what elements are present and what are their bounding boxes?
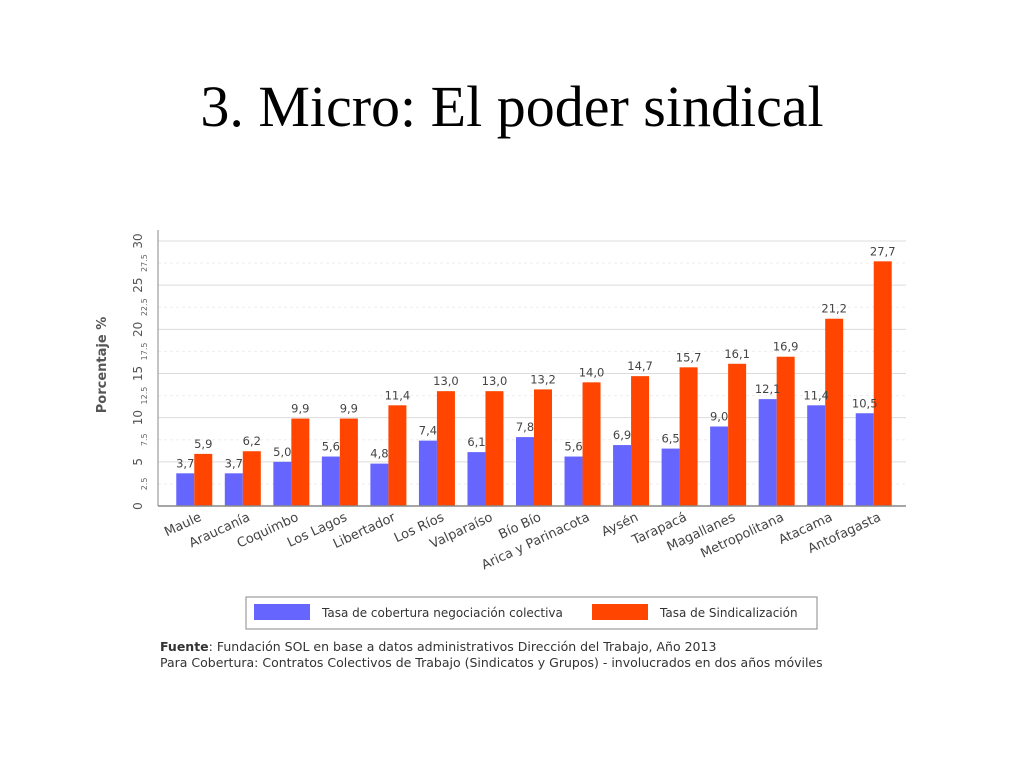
- y-tick-label: 0: [131, 502, 145, 510]
- bar-coverage: [710, 426, 729, 506]
- bar-coverage: [418, 440, 437, 506]
- y-tick-label: 10: [131, 410, 145, 425]
- bar-coverage: [661, 448, 680, 506]
- bar-unionization: [728, 363, 747, 506]
- bar-coverage: [224, 473, 243, 506]
- data-label-unionization: 13,0: [482, 374, 508, 388]
- legend: Tasa de cobertura negociación colectiva …: [245, 596, 818, 630]
- bar-coverage: [321, 456, 340, 506]
- data-label-coverage: 10,5: [852, 396, 878, 410]
- data-label-unionization: 16,1: [724, 347, 750, 361]
- data-label-coverage: 6,5: [661, 432, 679, 446]
- data-label-coverage: 5,0: [273, 445, 291, 459]
- bar-coverage: [516, 437, 534, 506]
- x-category-label: Metropolitana: [698, 510, 786, 562]
- bar-unionization: [631, 376, 650, 506]
- bar-coverage: [855, 413, 874, 506]
- data-label-unionization: 11,4: [385, 388, 411, 402]
- y-axis-title: Porcentaje %: [95, 317, 110, 413]
- data-label-unionization: 16,9: [773, 340, 799, 354]
- data-label-coverage: 5,6: [322, 440, 340, 454]
- data-label-coverage: 12,1: [755, 382, 781, 396]
- bar-unionization: [534, 389, 552, 506]
- y-tick-label: 30: [131, 233, 145, 248]
- legend-swatch-unionization: [592, 604, 648, 620]
- bar-unionization: [194, 453, 213, 506]
- y-minor-tick-label: 27.5: [140, 254, 149, 272]
- data-label-unionization: 9,9: [340, 402, 358, 416]
- y-minor-tick-label: 22.5: [140, 298, 149, 316]
- data-label-unionization: 13,0: [433, 374, 459, 388]
- y-minor-tick-label: 17.5: [140, 343, 149, 361]
- bar-unionization: [825, 318, 844, 506]
- bar-coverage: [467, 452, 486, 506]
- bar-unionization: [339, 418, 358, 506]
- y-tick-label: 15: [131, 366, 145, 381]
- source-line: Fuente: Fundación SOL en base a datos ad…: [160, 639, 823, 655]
- bar-unionization: [242, 451, 261, 506]
- source-note: Fuente: Fundación SOL en base a datos ad…: [160, 639, 823, 671]
- bar-unionization: [388, 405, 407, 506]
- bar-coverage: [758, 399, 777, 506]
- y-tick-label: 20: [131, 322, 145, 337]
- bar-coverage: [370, 463, 389, 506]
- source-text: : Fundación SOL en base a datos administ…: [208, 639, 717, 654]
- y-minor-tick-label: 7.5: [140, 433, 149, 446]
- y-minor-tick-label: 2.5: [140, 478, 149, 491]
- data-label-coverage: 6,9: [613, 428, 631, 442]
- y-minor-tick-label: 12.5: [140, 387, 149, 405]
- data-label-coverage: 7,8: [516, 420, 534, 434]
- bar-coverage: [176, 473, 195, 506]
- source-coverage-note: Para Cobertura: Contratos Colectivos de …: [160, 655, 823, 670]
- bar-coverage: [807, 405, 826, 506]
- slide-title: 3. Micro: El poder sindical: [200, 74, 824, 139]
- data-label-coverage: 6,1: [467, 435, 485, 449]
- data-label-unionization: 6,2: [243, 434, 261, 448]
- data-label-coverage: 7,4: [419, 424, 437, 438]
- legend-box: [245, 596, 818, 630]
- y-axis-ticks: 0 5 10 15 20 25 30 2.5 7.5 12.5 17.5 22.5 27.5: [131, 233, 149, 509]
- legend-label-coverage: Tasa de cobertura negociación colectiva: [321, 606, 563, 620]
- bar-unionization: [582, 382, 601, 506]
- data-label-coverage: 4,8: [370, 447, 388, 461]
- bar-unionization: [436, 391, 455, 506]
- data-label-unionization: 13,2: [530, 372, 556, 386]
- data-label-unionization: 15,7: [676, 350, 702, 364]
- data-label-coverage: 5,6: [564, 440, 582, 454]
- source-label: Fuente: [160, 639, 209, 654]
- bar-coverage: [564, 456, 583, 506]
- data-label-coverage: 11,4: [803, 388, 829, 402]
- bar-coverage: [273, 461, 292, 506]
- bar-unionization: [776, 356, 795, 506]
- bar-coverage: [613, 445, 632, 506]
- bar-unionization: [291, 418, 310, 506]
- data-label-unionization: 21,2: [821, 302, 847, 316]
- data-label-unionization: 14,0: [579, 365, 605, 379]
- bar-unionization: [485, 391, 504, 506]
- y-tick-label: 25: [131, 278, 145, 293]
- bars: [176, 261, 892, 506]
- data-label-unionization: 27,7: [870, 244, 896, 258]
- legend-swatch-coverage: [254, 604, 310, 620]
- bar-unionization: [679, 367, 698, 506]
- data-label-unionization: 9,9: [291, 402, 309, 416]
- data-label-coverage: 3,7: [176, 456, 194, 470]
- y-tick-label: 5: [131, 458, 145, 466]
- data-label-coverage: 3,7: [225, 456, 243, 470]
- data-labels: 3,75,93,76,25,09,95,69,94,811,47,413,06,…: [176, 244, 895, 470]
- data-label-unionization: 14,7: [627, 359, 653, 373]
- data-label-unionization: 5,9: [194, 437, 212, 451]
- data-label-coverage: 9,0: [710, 410, 728, 424]
- legend-label-unionization: Tasa de Sindicalización: [659, 606, 798, 620]
- bar-unionization: [873, 261, 892, 506]
